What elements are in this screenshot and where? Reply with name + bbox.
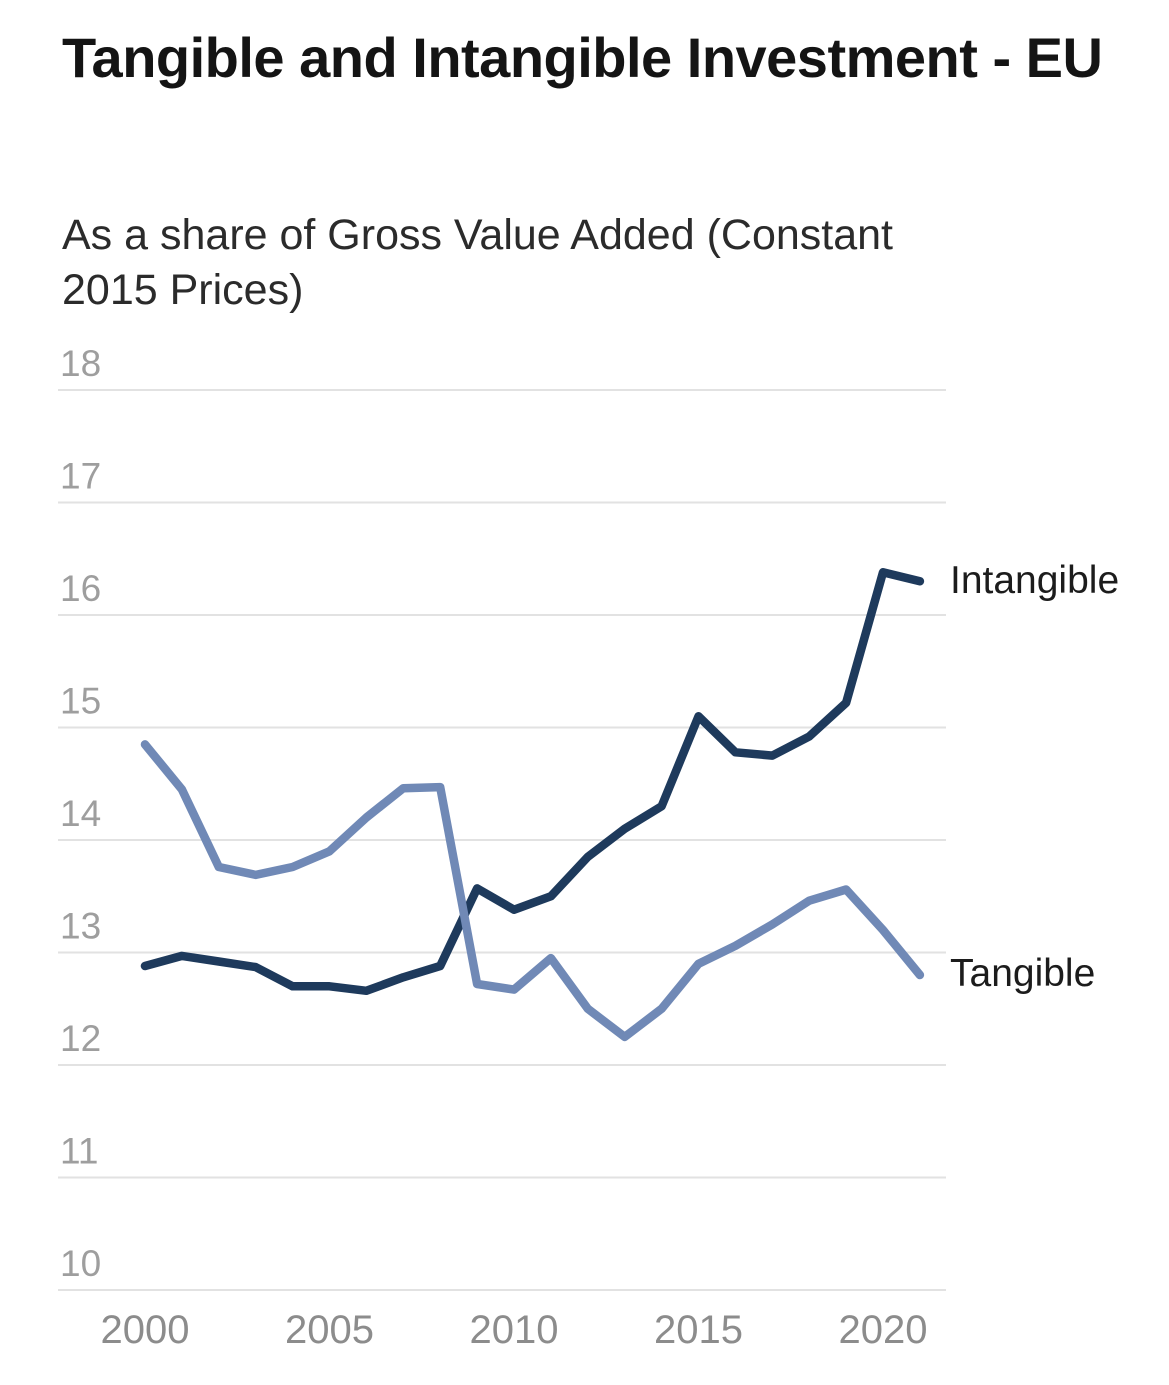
ytick-label-18: 18 bbox=[60, 343, 101, 384]
ytick-label-11: 11 bbox=[60, 1131, 98, 1172]
ytick-label-13: 13 bbox=[60, 906, 101, 947]
xtick-label-2000: 2000 bbox=[101, 1308, 190, 1352]
ytick-label-17: 17 bbox=[60, 456, 101, 497]
ytick-label-10: 10 bbox=[60, 1243, 101, 1284]
ytick-label-14: 14 bbox=[60, 793, 101, 834]
ytick-label-16: 16 bbox=[60, 568, 101, 609]
ytick-label-15: 15 bbox=[60, 681, 101, 722]
xtick-label-2015: 2015 bbox=[654, 1308, 743, 1352]
xtick-label-2010: 2010 bbox=[470, 1308, 559, 1352]
xtick-label-2005: 2005 bbox=[285, 1308, 374, 1352]
ytick-label-12: 12 bbox=[60, 1018, 101, 1059]
series-label-intangible: Intangible bbox=[950, 559, 1120, 602]
intangible-line bbox=[140, 568, 925, 996]
chart-title: Tangible and Intangible Investment - EU bbox=[62, 26, 1103, 89]
tangible-line bbox=[140, 740, 925, 1042]
chart-subtitle: As a share of Gross Value Added (Constan… bbox=[62, 211, 894, 315]
xtick-label-2020: 2020 bbox=[839, 1308, 928, 1352]
series-label-tangible: Tangible bbox=[950, 952, 1096, 995]
